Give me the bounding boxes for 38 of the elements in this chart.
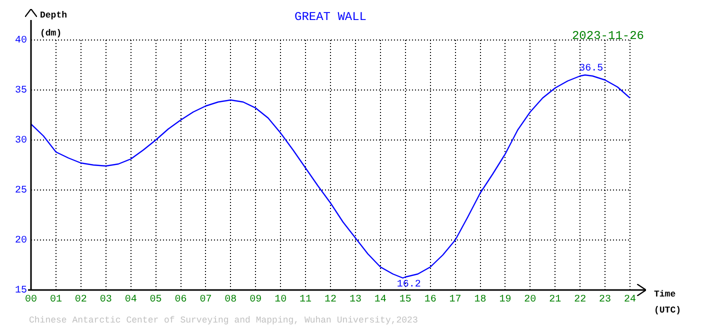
x-tick-label: 10 <box>274 294 287 306</box>
annotation: 16.2 <box>396 280 421 291</box>
x-tick-label: 09 <box>250 294 262 306</box>
y-tick-label: 30 <box>14 136 27 147</box>
x-tick-label: 05 <box>150 294 162 306</box>
x-tick-label: 02 <box>74 294 87 306</box>
x-tick-label: 24 <box>624 294 636 306</box>
x-tick-label: 20 <box>524 294 536 306</box>
x-tick-label: 14 <box>374 294 386 306</box>
y-tick-label: 25 <box>14 186 27 197</box>
x-tick-label: 01 <box>50 294 62 306</box>
x-tick-label: 11 <box>300 294 312 306</box>
x-tick-label: 15 <box>399 294 412 306</box>
x-tick-label: 07 <box>200 294 212 306</box>
x-tick-label: 21 <box>549 294 562 306</box>
x-tick-label: 17 <box>449 294 462 306</box>
x-tick-label: 12 <box>324 294 337 306</box>
y-tick-label: 35 <box>14 86 27 97</box>
annotation: 36.5 <box>579 64 604 75</box>
chart-title: GREAT WALL <box>294 10 367 24</box>
y-axis-title: Depth (dm) <box>40 10 68 38</box>
chart-subtitle: 2023-11-26 <box>572 29 644 44</box>
x-axis-title: Time (UTC) <box>654 289 682 316</box>
x-tick-label: 22 <box>574 294 586 306</box>
x-tick-label: 13 <box>349 294 362 306</box>
x-tick-label: 00 <box>24 294 38 306</box>
x-tick-label: 23 <box>599 294 612 306</box>
x-tick-label: 16 <box>424 294 436 306</box>
y-tick-label: 20 <box>14 236 27 247</box>
x-tick-label: 08 <box>224 294 237 306</box>
y-tick-label: 15 <box>14 286 27 297</box>
text: Chinese Antarctic Center of Surveying and Mapping, Wuhan University,2023 <box>29 315 418 326</box>
x-tick-label: 03 <box>100 294 112 306</box>
x-tick-label: 18 <box>474 294 486 306</box>
x-tick-label: 06 <box>174 294 187 306</box>
x-tick-label: 04 <box>124 294 137 306</box>
x-tick-label: 19 <box>499 294 512 306</box>
y-tick-label: 40 <box>14 36 27 47</box>
